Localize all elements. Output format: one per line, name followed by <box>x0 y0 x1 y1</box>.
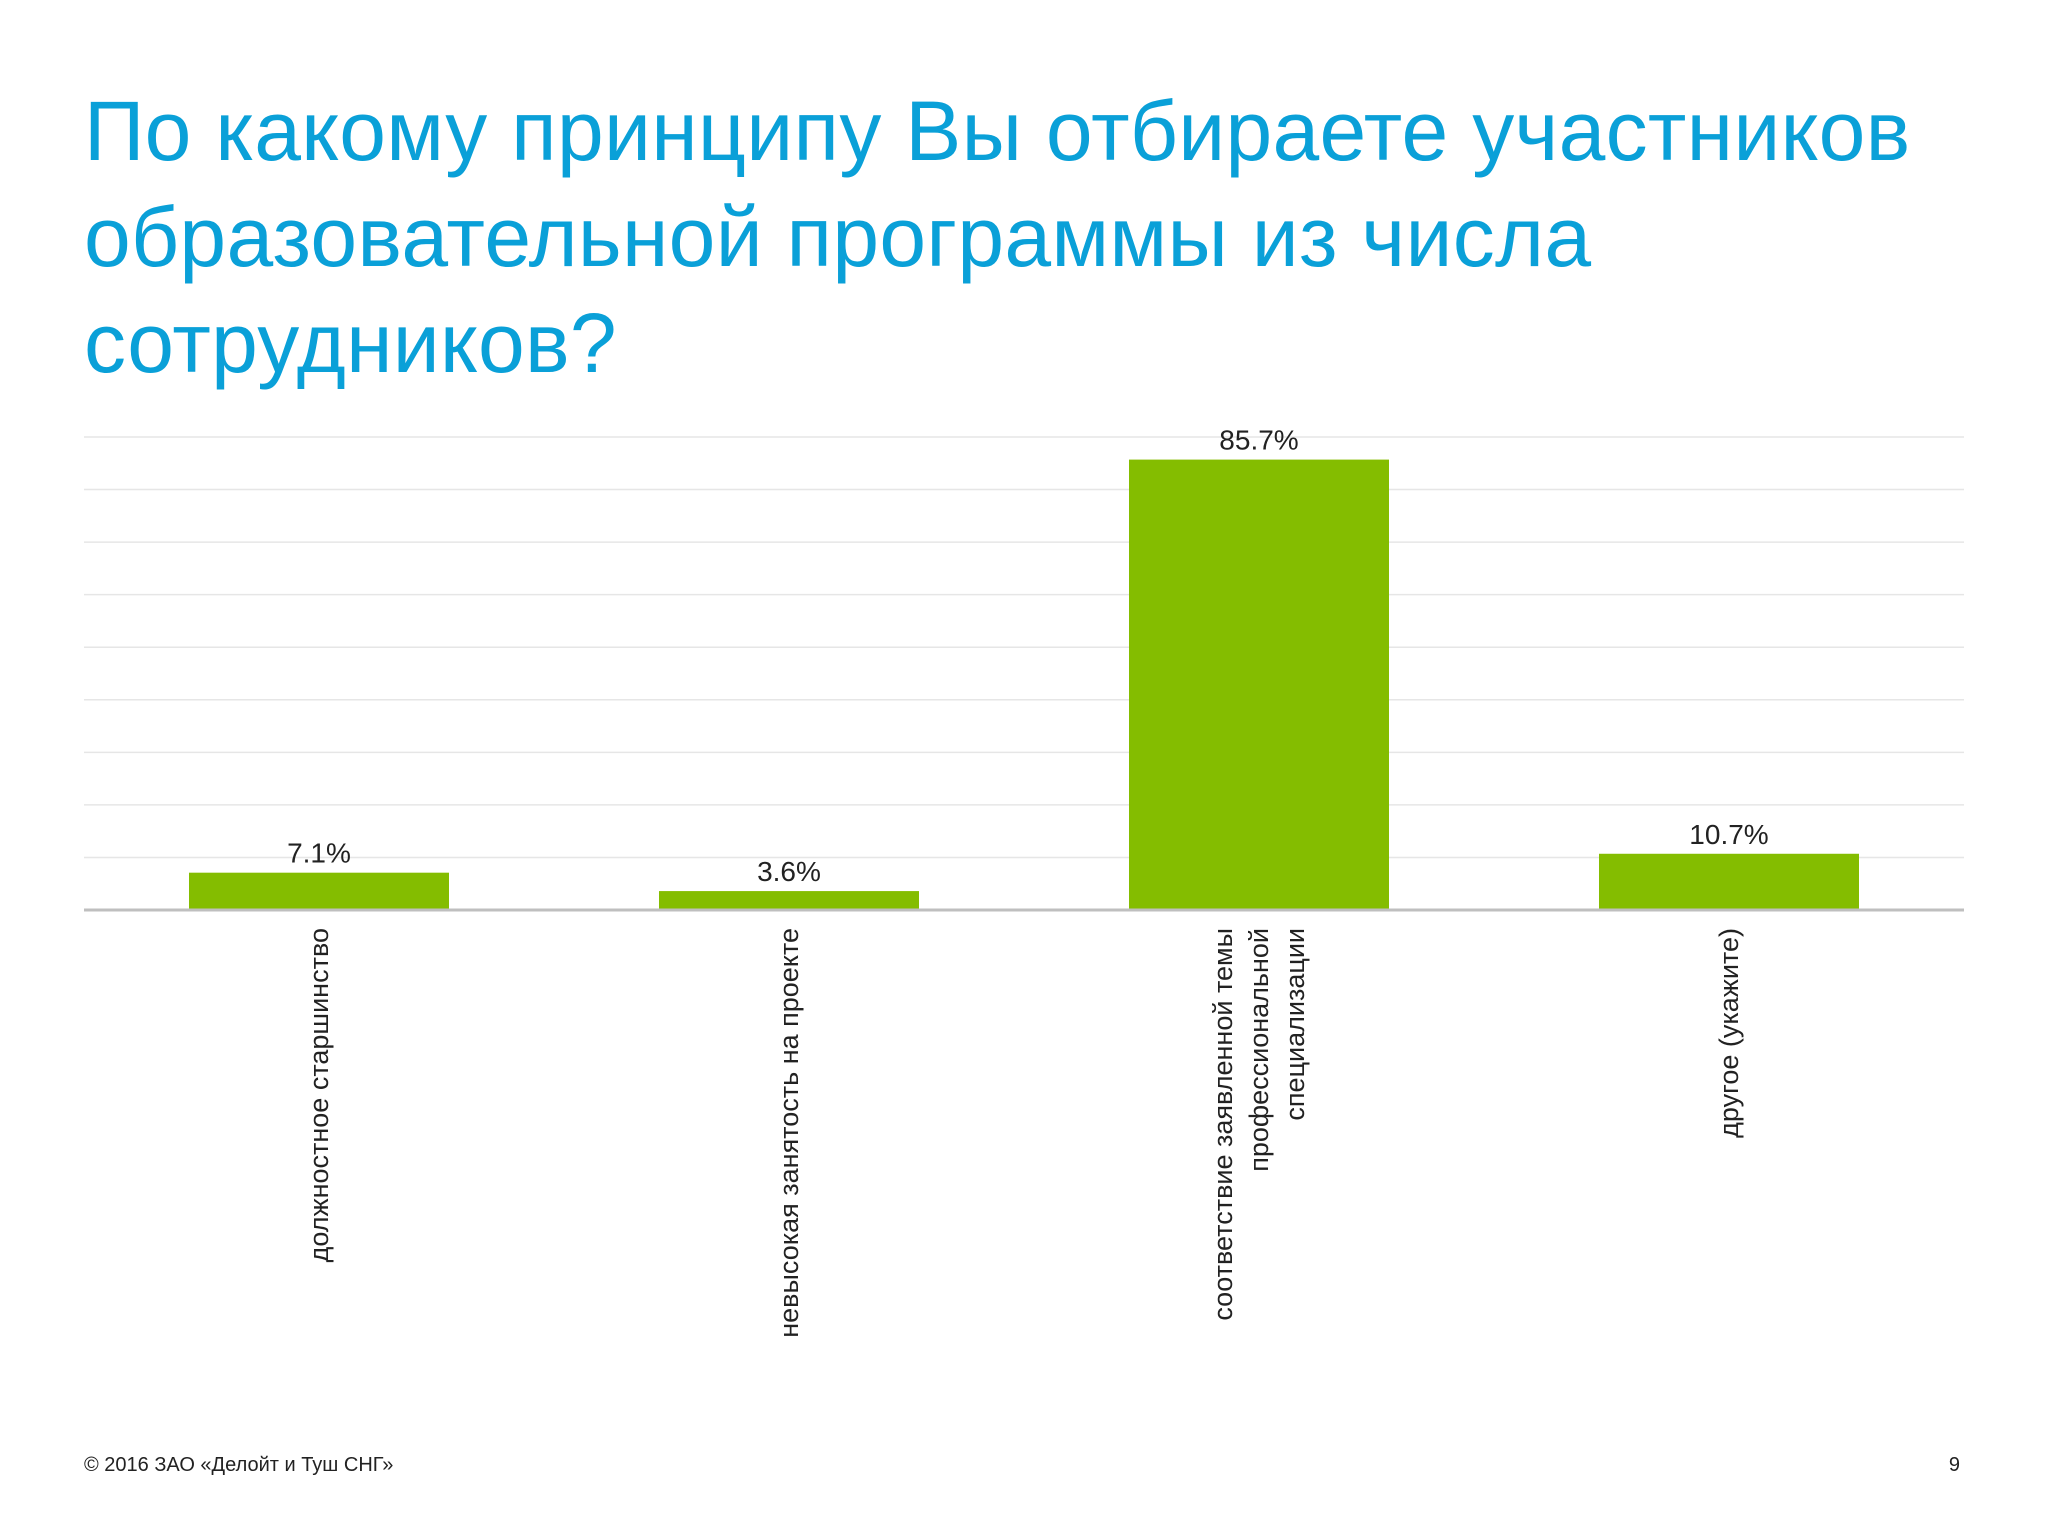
bar-3 <box>1129 459 1389 910</box>
data-label-1: 7.1% <box>287 838 351 869</box>
slide-title: По какому принципу Вы отбираете участник… <box>84 84 1911 390</box>
category-label-3: соответствие заявленной темы профессионал… <box>1208 928 1310 1321</box>
category-label-1: должностное старшинство <box>304 928 334 1262</box>
copyright-text: © 2016 ЗАО «Делойт и Туш СНГ» <box>84 1454 394 1476</box>
bar-1 <box>189 872 449 910</box>
bar-4 <box>1599 853 1859 910</box>
category-label-line: профессиональной <box>1244 928 1274 1172</box>
category-label-line: должностное старшинство <box>304 928 334 1262</box>
category-label-4: другое (укажите) <box>1714 928 1744 1138</box>
category-label-line: соответствие заявленной темы <box>1208 928 1238 1321</box>
data-label-4: 10.7% <box>1689 819 1768 850</box>
page-number: 9 <box>1948 1454 1960 1476</box>
category-label-line: другое (укажите) <box>1714 928 1744 1138</box>
data-label-2: 3.6% <box>757 856 821 887</box>
data-label-3: 85.7% <box>1219 425 1298 456</box>
bar-2 <box>659 891 919 910</box>
category-label-line: невысокая занятость на проекте <box>774 928 804 1338</box>
category-label-2: невысокая занятость на проекте <box>774 928 804 1338</box>
category-label-line: специализации <box>1280 928 1310 1121</box>
